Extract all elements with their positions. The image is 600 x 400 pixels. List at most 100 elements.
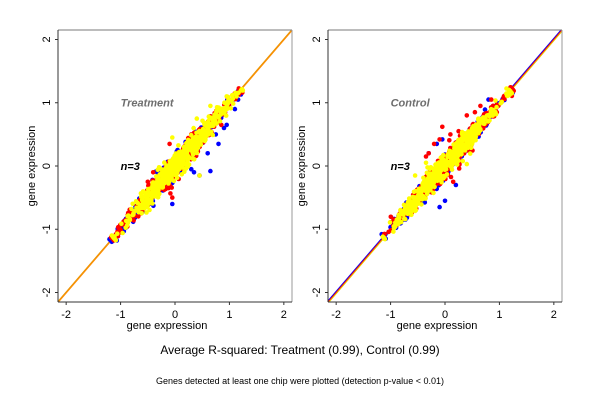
data-point [191,125,196,131]
data-point-outlier [464,113,470,118]
data-point [393,220,398,225]
data-point-outlier [170,195,175,200]
data-point-outlier [224,122,229,128]
data-point [167,159,173,165]
data-point [190,156,195,161]
data-point [200,126,206,132]
data-point [230,96,236,102]
data-point [230,93,235,98]
data-point [140,200,146,205]
data-point [202,130,207,136]
data-point [391,229,396,234]
data-point [433,166,438,172]
data-point [169,170,174,176]
data-point [136,214,141,219]
data-point [185,158,190,163]
panel-right: -2 -1 0 1 2 -2 -1 0 1 2 gene expression gene expres… [296,29,563,332]
data-point [141,189,147,195]
data-point [467,151,473,156]
data-point [202,138,208,144]
data-point [192,138,198,143]
data-point [145,197,151,202]
data-point [456,166,462,171]
data-point [432,184,437,190]
y-tick-label: 1 [41,100,53,106]
data-point [405,211,411,217]
data-point [168,191,173,196]
data-point [157,191,162,197]
data-point [482,121,487,127]
data-point [176,143,181,148]
data-point [216,115,221,120]
caption-r-squared: Average R-squared: Treatment (0.99), Con… [160,343,440,357]
plot-area [58,30,292,302]
y-tick-label: 0 [41,163,53,169]
data-point [234,94,239,99]
data-point [185,137,191,143]
panel-left: -2 -1 0 1 2 -2 -1 0 1 2 gene expression gene expres… [26,29,293,332]
data-point [223,113,229,118]
data-point [447,148,452,154]
data-point-outlier [167,141,172,147]
data-point-outlier [450,179,456,185]
y-tick-label: 2 [311,36,323,42]
data-point-outlier [437,204,442,210]
data-point [396,212,402,218]
data-point [398,207,403,213]
data-point [431,190,436,196]
data-point [225,100,230,106]
data-point [427,166,433,172]
x-tick-label: 1 [496,309,502,321]
data-point [422,196,428,201]
data-point [159,185,165,190]
data-point [111,235,117,241]
data-point [448,162,454,168]
y-tick-label: 0 [311,163,323,169]
data-point-outlier [453,182,459,188]
data-point [148,191,153,197]
data-point [489,111,494,116]
data-point [474,126,480,131]
data-point [173,172,179,177]
data-point [131,218,136,223]
data-point [471,123,476,129]
data-point [129,206,134,212]
data-point [488,106,494,112]
x-tick-label: -2 [331,309,341,321]
data-point-outlier [423,160,429,166]
data-point [217,118,223,124]
data-point [127,216,132,222]
data-point [414,197,419,203]
data-point [150,183,155,189]
data-point [409,206,415,211]
x-tick-label: 2 [281,309,287,321]
data-point [228,106,234,111]
data-point-outlier [150,170,156,175]
data-point [188,132,194,138]
data-point-outlier [194,116,200,121]
data-point [160,176,166,182]
data-point [144,193,149,198]
data-point [210,132,216,138]
data-point [168,175,173,180]
data-point [422,200,428,205]
data-point [153,183,159,188]
data-point [499,99,505,105]
data-point [482,107,488,112]
data-point [398,219,404,225]
data-point [420,182,425,187]
data-point [208,115,214,121]
x-axis-label: gene expression [397,320,478,332]
data-point [165,179,170,184]
data-point [140,203,145,209]
x-axis-label: gene expression [127,320,208,332]
data-point-outlier [232,106,238,112]
data-point [437,163,443,168]
data-point [472,130,478,136]
data-point [192,146,197,152]
data-point [162,160,167,165]
data-point-outlier [440,124,445,130]
data-point [239,87,245,92]
data-point [422,187,428,193]
